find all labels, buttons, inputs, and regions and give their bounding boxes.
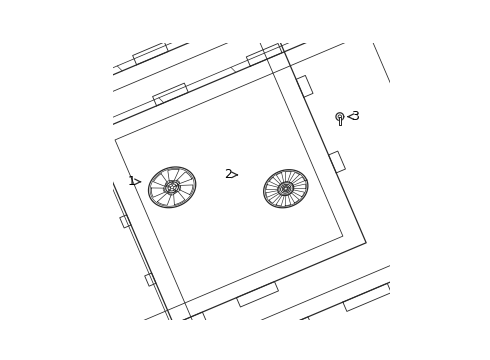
Text: 2: 2 [223, 168, 238, 181]
Text: 3: 3 [348, 110, 359, 123]
Polygon shape [339, 117, 341, 125]
Text: 1: 1 [127, 175, 141, 188]
